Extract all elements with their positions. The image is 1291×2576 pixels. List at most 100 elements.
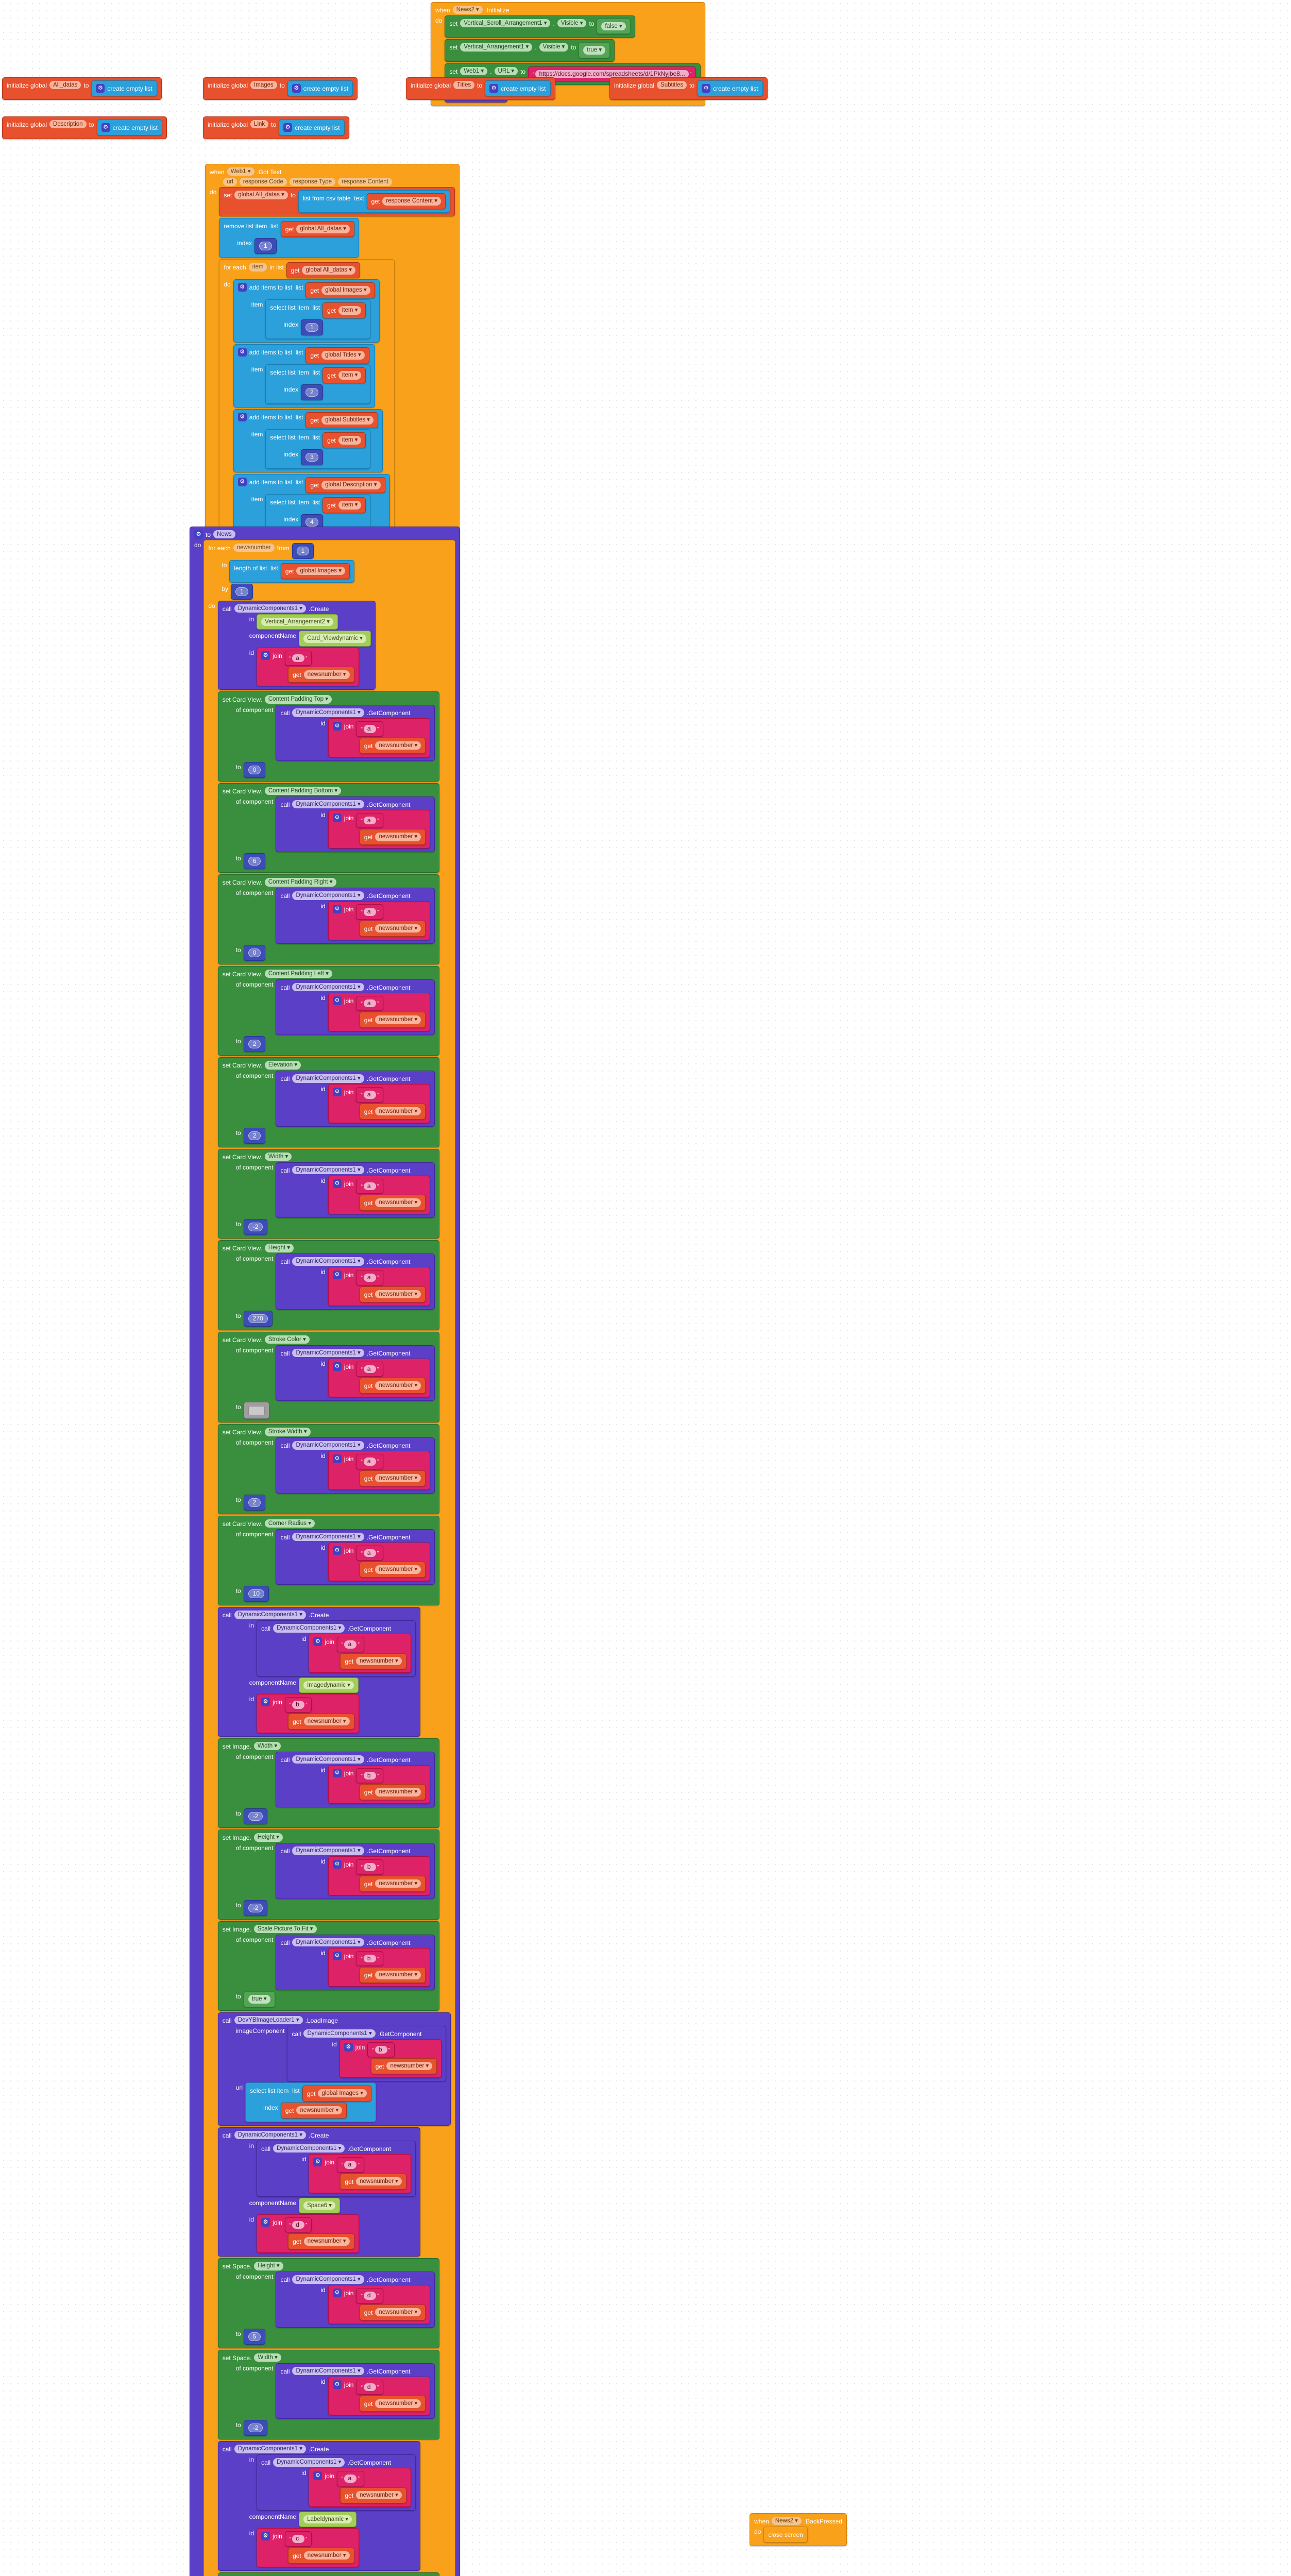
text-block[interactable]: ⚙ join “a” get newsnumber ▾ [328,1542,431,1582]
list-block[interactable]: ⚙ add items to list list get global Titles … [233,344,376,408]
string-text[interactable]: a [363,999,376,1008]
dropdown-chip[interactable]: item ▾ [338,371,362,380]
setter-block[interactable]: set Card View. Stroke Width ▾ of component… [217,1424,440,1514]
string-literal[interactable]: “a” [290,654,307,663]
dropdown-chip[interactable]: Elevation ▾ [264,1061,301,1070]
variable-block[interactable]: initialize global Titles to ⚙ create empty l… [406,77,555,100]
field-chip[interactable]: All_datas [49,81,81,90]
mutator-gear-icon[interactable]: ⚙ [332,1860,342,1869]
procedure-block[interactable]: call DynamicComponents1 ▾ .GetComponent id ⚙… [276,1437,435,1494]
dropdown-chip[interactable]: newsnumber ▾ [356,2490,402,2500]
text-block[interactable]: “a” [356,904,384,920]
logic-block[interactable]: true ▾ [243,1991,275,2007]
setter-block[interactable]: set Card View. Content Padding Top ▾ of co… [217,691,440,782]
variable-block[interactable]: get newsnumber ▾ [359,1012,426,1028]
procedure-block[interactable]: call DynamicComponents1 ▾ .GetComponent id ⚙… [276,1751,435,1808]
setter-block[interactable]: set Label.Width ▾of componentcallDynamic… [217,2572,440,2576]
field-chip[interactable]: item [248,263,267,272]
procedure-block[interactable]: call DynamicComponents1 ▾ .GetComponent id ⚙… [276,2363,435,2419]
string-text[interactable]: a [363,1182,376,1191]
dropdown-chip[interactable]: DynamicComponents1 ▾ [292,1441,364,1450]
variable-block[interactable]: get global All_datas ▾ [286,262,361,279]
text-block[interactable]: ⚙ join “a” get newsnumber ▾ [309,2468,411,2507]
string-literal[interactable]: “a” [361,724,379,733]
mutator-gear-icon[interactable]: ⚙ [313,2471,322,2481]
control-block[interactable]: for each newsnumber from 1 to length of list … [203,540,456,2576]
dropdown-chip[interactable]: item ▾ [338,501,362,510]
mutator-gear-icon[interactable]: ⚙ [332,722,342,731]
dropdown-chip[interactable]: DynamicComponents1 ▾ [292,2275,364,2284]
math-block[interactable]: -2 [243,1808,268,1825]
setter-block[interactable]: set Card View. Stroke Color ▾ of component… [217,1331,440,1423]
mutator-gear-icon[interactable]: ⚙ [332,813,342,822]
number-value[interactable]: 0 [248,948,261,957]
list-block[interactable]: length of list list get global Images ▾ [229,560,355,583]
string-text[interactable]: d [363,2383,376,2392]
component-block[interactable]: Labeldynamic ▾ [299,2511,357,2528]
block-group[interactable]: when News2 ▾ .BackPressed do close screen [750,2513,847,2546]
dropdown-chip[interactable]: global Images ▾ [321,286,370,295]
mutator-gear-icon[interactable]: ⚙ [261,1698,270,1707]
dropdown-chip[interactable]: global Images ▾ [296,567,346,575]
math-block[interactable]: 6 [243,853,266,870]
dropdown-chip[interactable]: Height ▾ [254,2262,283,2270]
list-block[interactable]: ⚙ create empty list [697,80,763,96]
text-block[interactable]: ⚙ join “b” get newsnumber ▾ [328,1856,431,1895]
dropdown-chip[interactable]: DynamicComponents1 ▾ [273,2458,345,2467]
block-group[interactable]: initialize global Link to ⚙ create empty lis… [203,116,349,139]
dropdown-chip[interactable]: Content Padding Right ▾ [264,878,336,887]
variable-block[interactable]: initialize global Link to ⚙ create empty lis… [203,116,349,139]
number-value[interactable]: -2 [248,1812,263,1821]
string-literal[interactable]: “c” [290,2534,307,2543]
text-block[interactable]: ⚙ join “a” get newsnumber ▾ [328,1358,431,1398]
text-block[interactable]: ⚙ join “b” get newsnumber ▾ [257,1694,359,1733]
variable-block[interactable]: get global All_datas ▾ [280,221,354,238]
variable-block[interactable]: initialize global Description to ⚙ create em… [2,116,167,139]
mutator-gear-icon[interactable]: ⚙ [332,1270,342,1280]
procedure-block[interactable]: call DynamicComponents1 ▾ .GetComponent id ⚙… [276,888,435,944]
dropdown-chip[interactable]: Content Padding Top ▾ [264,695,332,704]
string-text[interactable]: a [363,1549,376,1557]
variable-block[interactable]: get newsnumber ▾ [359,1195,426,1211]
variable-block[interactable]: get global Description ▾ [305,477,385,494]
dropdown-chip[interactable]: DynamicComponents1 ▾ [273,1624,345,1633]
text-block[interactable]: “a” [337,2471,364,2486]
dropdown-chip[interactable]: newsnumber ▾ [375,1381,421,1390]
string-literal[interactable]: “b” [361,1862,379,1871]
dropdown-chip[interactable]: newsnumber ▾ [375,1788,421,1797]
procedure-block[interactable]: call DynamicComponents1 ▾ .Create in Vertica… [217,601,376,690]
text-block[interactable]: “c” [284,2531,312,2547]
dropdown-chip[interactable]: URL ▾ [494,66,518,76]
number-value[interactable]: 2 [305,388,318,397]
text-block[interactable]: “a” [337,1637,364,1652]
math-block[interactable]: 10 [243,1586,269,1602]
dropdown-chip[interactable]: true ▾ [248,1995,270,2004]
setter-block[interactable]: set Card View. Content Padding Left ▾ of c… [217,965,440,1056]
string-literal[interactable]: “a” [361,1273,379,1282]
dropdown-chip[interactable]: Visible ▾ [557,19,587,28]
string-literal[interactable]: “d” [290,2221,307,2229]
dropdown-chip[interactable]: DynamicComponents1 ▾ [292,1165,364,1175]
dropdown-chip[interactable]: newsnumber ▾ [375,1015,421,1024]
text-block[interactable]: ⚙ join “b” get newsnumber ▾ [328,1947,431,1987]
text-block[interactable]: “d” [356,2288,384,2303]
number-value[interactable]: -2 [248,1223,263,1232]
number-value[interactable]: 2 [248,1498,261,1507]
color-block[interactable] [243,1402,269,1419]
block-group[interactable]: when News2 ▾ .Initialize do set Vertical_Scro… [431,2,706,107]
procedure-block[interactable]: call DynamicComponents1 ▾ .GetComponent id ⚙… [276,1071,435,1127]
variable-block[interactable]: get newsnumber ▾ [288,2547,354,2564]
block-group[interactable]: initialize global Description to ⚙ create em… [2,116,167,139]
string-text[interactable]: a [344,2475,357,2483]
string-text[interactable]: b [363,1954,376,1963]
dropdown-chip[interactable]: DynamicComponents1 ▾ [292,1074,364,1083]
dropdown-chip[interactable]: newsnumber ▾ [375,1198,421,1207]
math-block[interactable]: 2 [301,384,323,401]
math-block[interactable]: -2 [243,1219,268,1235]
dropdown-chip[interactable]: Width ▾ [254,2353,281,2362]
text-block[interactable]: “a” [356,721,384,737]
control-block[interactable]: close screen [763,2527,808,2543]
string-text[interactable]: a [363,725,376,733]
text-block[interactable]: ⚙ join “a” get newsnumber ▾ [257,647,359,687]
